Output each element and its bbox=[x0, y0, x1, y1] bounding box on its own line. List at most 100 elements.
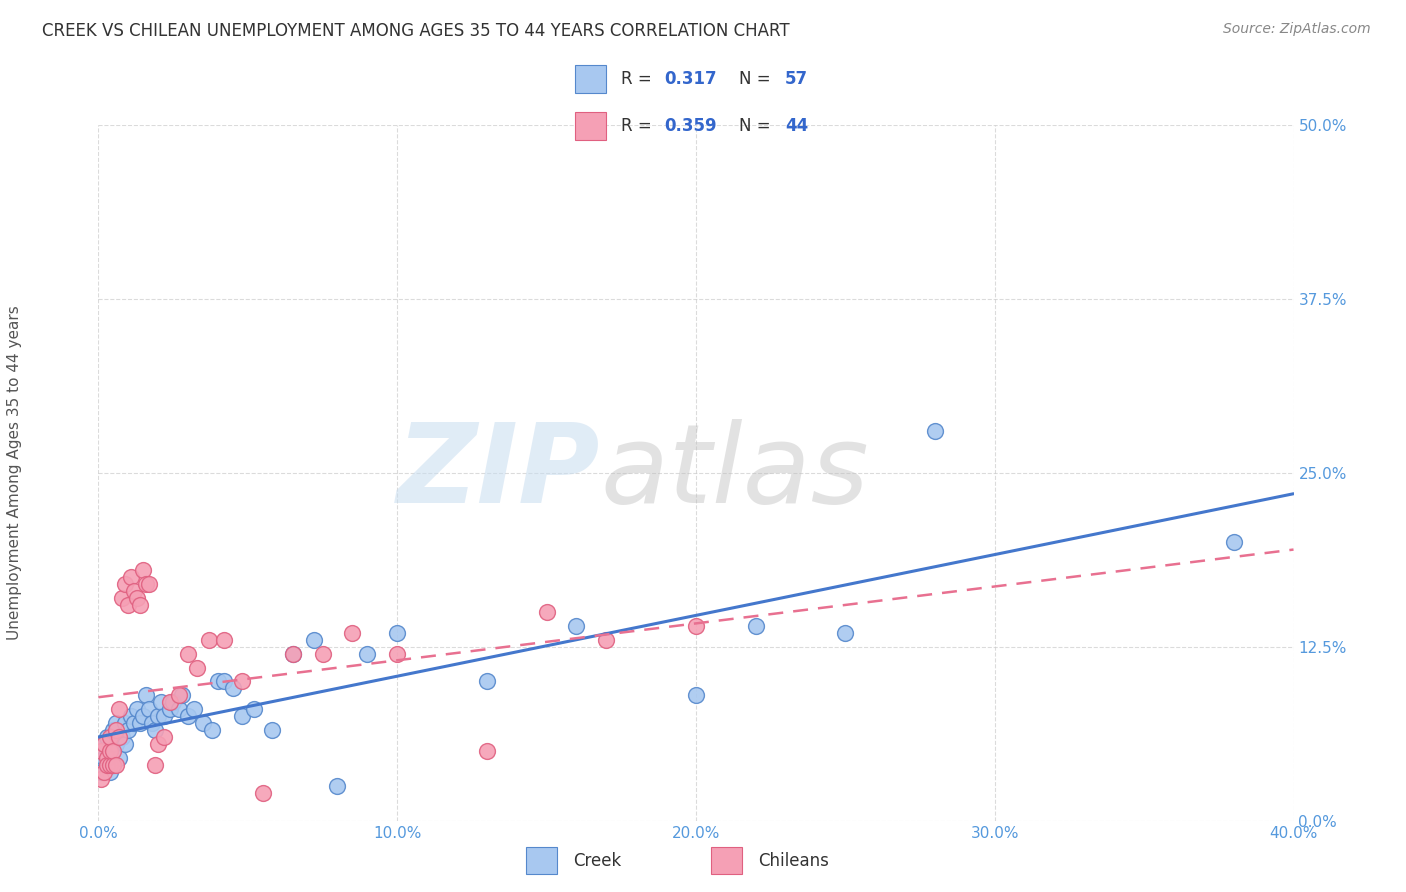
Bar bbox=[711, 847, 742, 874]
Point bbox=[129, 716, 152, 731]
Point bbox=[135, 689, 157, 703]
Point bbox=[141, 716, 163, 731]
Point bbox=[127, 591, 149, 605]
Point bbox=[385, 625, 409, 640]
Point bbox=[117, 723, 139, 738]
Point bbox=[177, 709, 200, 723]
Point bbox=[105, 737, 128, 751]
Bar bbox=[575, 65, 606, 93]
Point bbox=[103, 758, 125, 772]
Point bbox=[111, 591, 134, 605]
Point bbox=[127, 702, 149, 716]
Point bbox=[924, 424, 946, 438]
Point bbox=[143, 758, 166, 772]
Bar bbox=[575, 112, 606, 140]
Point bbox=[172, 689, 194, 703]
Text: CREEK VS CHILEAN UNEMPLOYMENT AMONG AGES 35 TO 44 YEARS CORRELATION CHART: CREEK VS CHILEAN UNEMPLOYMENT AMONG AGES… bbox=[42, 22, 790, 40]
Point bbox=[105, 723, 128, 738]
Point bbox=[222, 681, 245, 696]
Point bbox=[252, 786, 274, 800]
Point bbox=[595, 632, 617, 647]
Point bbox=[98, 764, 122, 779]
Point bbox=[105, 758, 128, 772]
Point bbox=[93, 751, 115, 765]
Point bbox=[475, 674, 498, 689]
Point bbox=[103, 744, 125, 758]
Point bbox=[135, 577, 157, 591]
Point bbox=[138, 577, 160, 591]
Text: N =: N = bbox=[738, 117, 776, 135]
Text: 57: 57 bbox=[785, 70, 808, 88]
Point bbox=[120, 709, 142, 723]
Point bbox=[212, 674, 235, 689]
Point bbox=[167, 702, 190, 716]
Text: R =: R = bbox=[621, 70, 657, 88]
Point bbox=[183, 702, 205, 716]
Point bbox=[129, 598, 152, 612]
Point bbox=[98, 758, 122, 772]
Point bbox=[243, 702, 266, 716]
Point bbox=[93, 737, 115, 751]
Point bbox=[148, 737, 170, 751]
Point bbox=[96, 744, 118, 758]
Point bbox=[326, 779, 349, 793]
Point bbox=[162, 695, 184, 709]
Point bbox=[231, 674, 253, 689]
Point bbox=[98, 744, 122, 758]
Point bbox=[90, 744, 112, 758]
Point bbox=[212, 632, 235, 647]
Point bbox=[90, 764, 112, 779]
Bar bbox=[526, 847, 557, 874]
Point bbox=[124, 716, 146, 731]
Text: atlas: atlas bbox=[600, 419, 869, 526]
Point bbox=[96, 751, 118, 765]
Point bbox=[177, 647, 200, 661]
Point bbox=[105, 716, 128, 731]
Point bbox=[565, 619, 588, 633]
Point bbox=[153, 730, 176, 744]
Point bbox=[281, 647, 304, 661]
Point bbox=[1223, 535, 1246, 549]
Text: Chileans: Chileans bbox=[758, 852, 830, 870]
Point bbox=[148, 709, 170, 723]
Y-axis label: Unemployment Among Ages 35 to 44 years: Unemployment Among Ages 35 to 44 years bbox=[7, 305, 22, 640]
Point bbox=[191, 716, 214, 731]
Point bbox=[138, 702, 160, 716]
Text: Creek: Creek bbox=[574, 852, 621, 870]
Point bbox=[108, 730, 131, 744]
Text: 44: 44 bbox=[785, 117, 808, 135]
Point bbox=[198, 632, 221, 647]
Point bbox=[685, 689, 707, 703]
Point bbox=[201, 723, 224, 738]
Point bbox=[93, 764, 115, 779]
Text: 0.317: 0.317 bbox=[665, 70, 717, 88]
Point bbox=[302, 632, 325, 647]
Point bbox=[117, 598, 139, 612]
Point bbox=[385, 647, 409, 661]
Text: R =: R = bbox=[621, 117, 657, 135]
Point bbox=[96, 758, 118, 772]
Point bbox=[167, 689, 190, 703]
Point bbox=[475, 744, 498, 758]
Point bbox=[96, 730, 118, 744]
Point bbox=[356, 647, 378, 661]
Point bbox=[342, 625, 364, 640]
Point bbox=[685, 619, 707, 633]
Point bbox=[108, 730, 131, 744]
Point bbox=[111, 730, 134, 744]
Text: ZIP: ZIP bbox=[396, 419, 600, 526]
Point bbox=[311, 647, 333, 661]
Point bbox=[98, 730, 122, 744]
Point bbox=[103, 744, 125, 758]
Point bbox=[132, 563, 155, 577]
Point bbox=[90, 772, 112, 786]
Text: Source: ZipAtlas.com: Source: ZipAtlas.com bbox=[1223, 22, 1371, 37]
Point bbox=[108, 702, 131, 716]
Point bbox=[186, 660, 208, 674]
Point bbox=[745, 619, 768, 633]
Point bbox=[132, 709, 155, 723]
Point bbox=[231, 709, 253, 723]
Point bbox=[114, 737, 136, 751]
Point bbox=[114, 716, 136, 731]
Point bbox=[143, 723, 166, 738]
